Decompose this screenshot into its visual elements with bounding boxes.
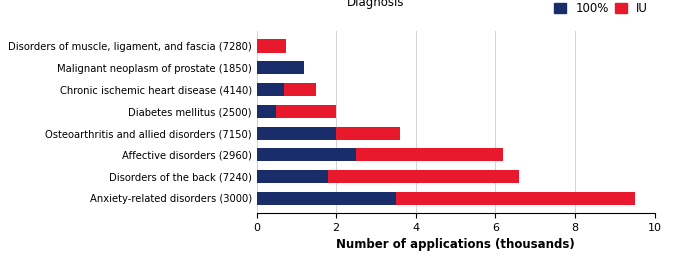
- Bar: [256, 170, 328, 183]
- Legend: 100%, IU: 100%, IU: [549, 0, 653, 20]
- Title: Diagnosis: Diagnosis: [347, 0, 405, 9]
- Bar: [256, 192, 396, 205]
- Bar: [336, 127, 400, 140]
- Bar: [328, 170, 519, 183]
- Bar: [256, 148, 356, 161]
- Bar: [256, 105, 277, 118]
- Bar: [256, 40, 286, 53]
- Bar: [284, 83, 316, 96]
- Bar: [256, 61, 304, 74]
- Bar: [277, 105, 336, 118]
- Bar: [396, 192, 635, 205]
- X-axis label: Number of applications (thousands): Number of applications (thousands): [336, 238, 575, 251]
- Bar: [256, 83, 284, 96]
- Bar: [356, 148, 504, 161]
- Bar: [256, 127, 336, 140]
